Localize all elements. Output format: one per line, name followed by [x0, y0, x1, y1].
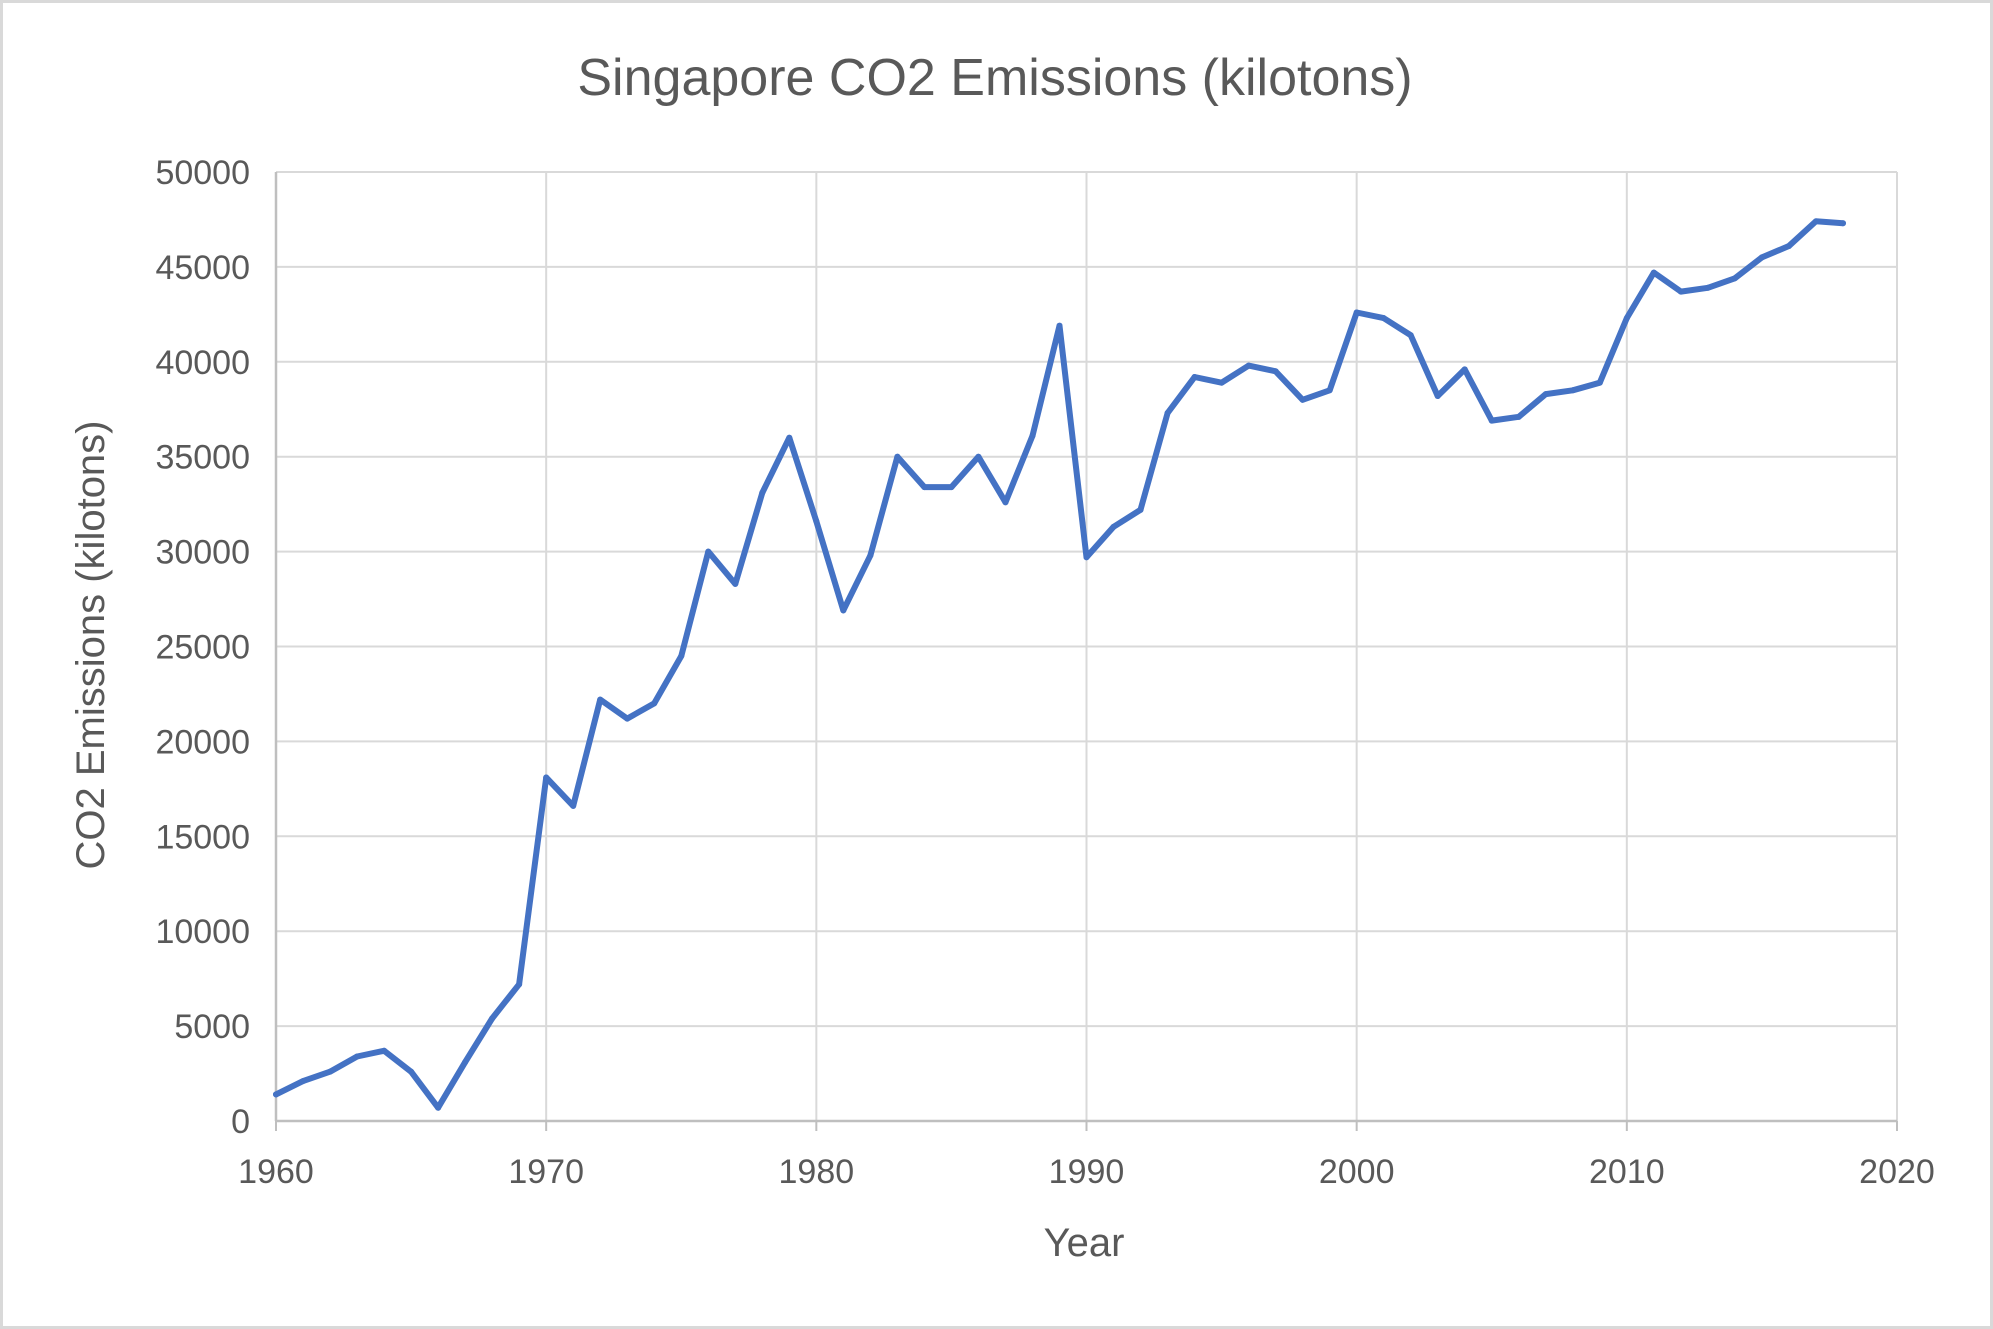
y-axis-title: CO2 Emissions (kilotons) — [69, 420, 113, 869]
data-point — [651, 700, 658, 707]
y-tick-label: 25000 — [155, 629, 250, 667]
axes — [274, 172, 1898, 1131]
data-point — [1272, 368, 1279, 375]
data-point — [516, 981, 523, 988]
data-point — [1839, 220, 1846, 227]
data-point — [327, 1068, 334, 1075]
x-tick-label: 2010 — [1589, 1153, 1665, 1191]
data-point — [1353, 309, 1360, 316]
data-point — [435, 1104, 442, 1111]
data-point — [948, 484, 955, 491]
y-tick-label: 0 — [231, 1103, 250, 1141]
data-point — [1299, 396, 1306, 403]
y-tick-label: 45000 — [155, 249, 250, 287]
data-point — [894, 453, 901, 460]
y-tick-labels: 0 5000 10000 15000 20000 25000 30000 35000 40000… — [155, 154, 250, 1141]
data-point — [1488, 417, 1495, 424]
data-point — [1812, 218, 1819, 225]
data-point — [759, 489, 766, 496]
data-point — [1380, 315, 1387, 322]
data-point — [1542, 391, 1549, 398]
x-tick-label: 1970 — [508, 1153, 584, 1191]
data-point — [570, 802, 577, 809]
x-tick-labels: 1960 1970 1980 1990 2000 2010 2020 — [238, 1153, 1935, 1191]
data-point — [1623, 315, 1630, 322]
data-point — [1731, 275, 1738, 282]
data-point — [1056, 322, 1063, 329]
x-tick-label: 2020 — [1859, 1153, 1935, 1191]
data-point — [786, 434, 793, 441]
data-point — [1434, 392, 1441, 399]
data-point — [1569, 387, 1576, 394]
data-point — [1110, 523, 1117, 530]
data-point — [1218, 379, 1225, 386]
series-layer — [273, 218, 1846, 1111]
data-point — [1083, 554, 1090, 561]
data-point — [300, 1078, 307, 1085]
data-point — [1596, 379, 1603, 386]
data-point — [1245, 362, 1252, 369]
data-point — [1650, 269, 1657, 276]
y-tick-label: 40000 — [155, 344, 250, 382]
data-point — [1758, 254, 1765, 261]
x-tick-label: 1980 — [779, 1153, 855, 1191]
data-point — [624, 715, 631, 722]
data-point — [1677, 288, 1684, 295]
horizontal-gridlines — [276, 171, 1897, 1028]
data-point — [381, 1047, 388, 1054]
data-point — [1785, 243, 1792, 250]
data-point — [975, 453, 982, 460]
data-point — [1515, 413, 1522, 420]
data-point — [1164, 410, 1171, 417]
data-point — [840, 607, 847, 614]
x-axis-title: Year — [1044, 1221, 1125, 1265]
data-point — [489, 1015, 496, 1022]
data-point — [1704, 284, 1711, 291]
data-point — [1029, 432, 1036, 439]
y-tick-label: 15000 — [155, 818, 250, 856]
x-tick-label: 1990 — [1049, 1153, 1125, 1191]
y-tick-label: 30000 — [155, 534, 250, 572]
data-point — [732, 580, 739, 587]
data-point — [1002, 499, 1009, 506]
data-point — [597, 696, 604, 703]
chart-title: Singapore CO2 Emissions (kilotons) — [577, 49, 1412, 107]
data-point — [1137, 506, 1144, 513]
data-point — [1461, 366, 1468, 373]
data-point — [1191, 373, 1198, 380]
data-point — [273, 1091, 279, 1098]
y-tick-label: 35000 — [155, 439, 250, 477]
y-tick-label: 10000 — [155, 913, 250, 951]
data-point — [1326, 387, 1333, 394]
y-tick-label: 50000 — [155, 154, 250, 192]
data-point — [867, 552, 874, 559]
data-point — [705, 548, 712, 555]
data-point — [543, 774, 550, 781]
data-point — [354, 1053, 361, 1060]
data-point — [678, 652, 685, 659]
data-point — [813, 518, 820, 525]
y-tick-label: 5000 — [174, 1008, 250, 1046]
data-point — [408, 1068, 415, 1075]
x-tick-label: 1960 — [238, 1153, 314, 1191]
data-point — [462, 1059, 469, 1066]
x-tick-label: 2000 — [1319, 1153, 1395, 1191]
data-point — [921, 484, 928, 491]
y-tick-label: 20000 — [155, 723, 250, 761]
data-point — [1407, 332, 1414, 339]
